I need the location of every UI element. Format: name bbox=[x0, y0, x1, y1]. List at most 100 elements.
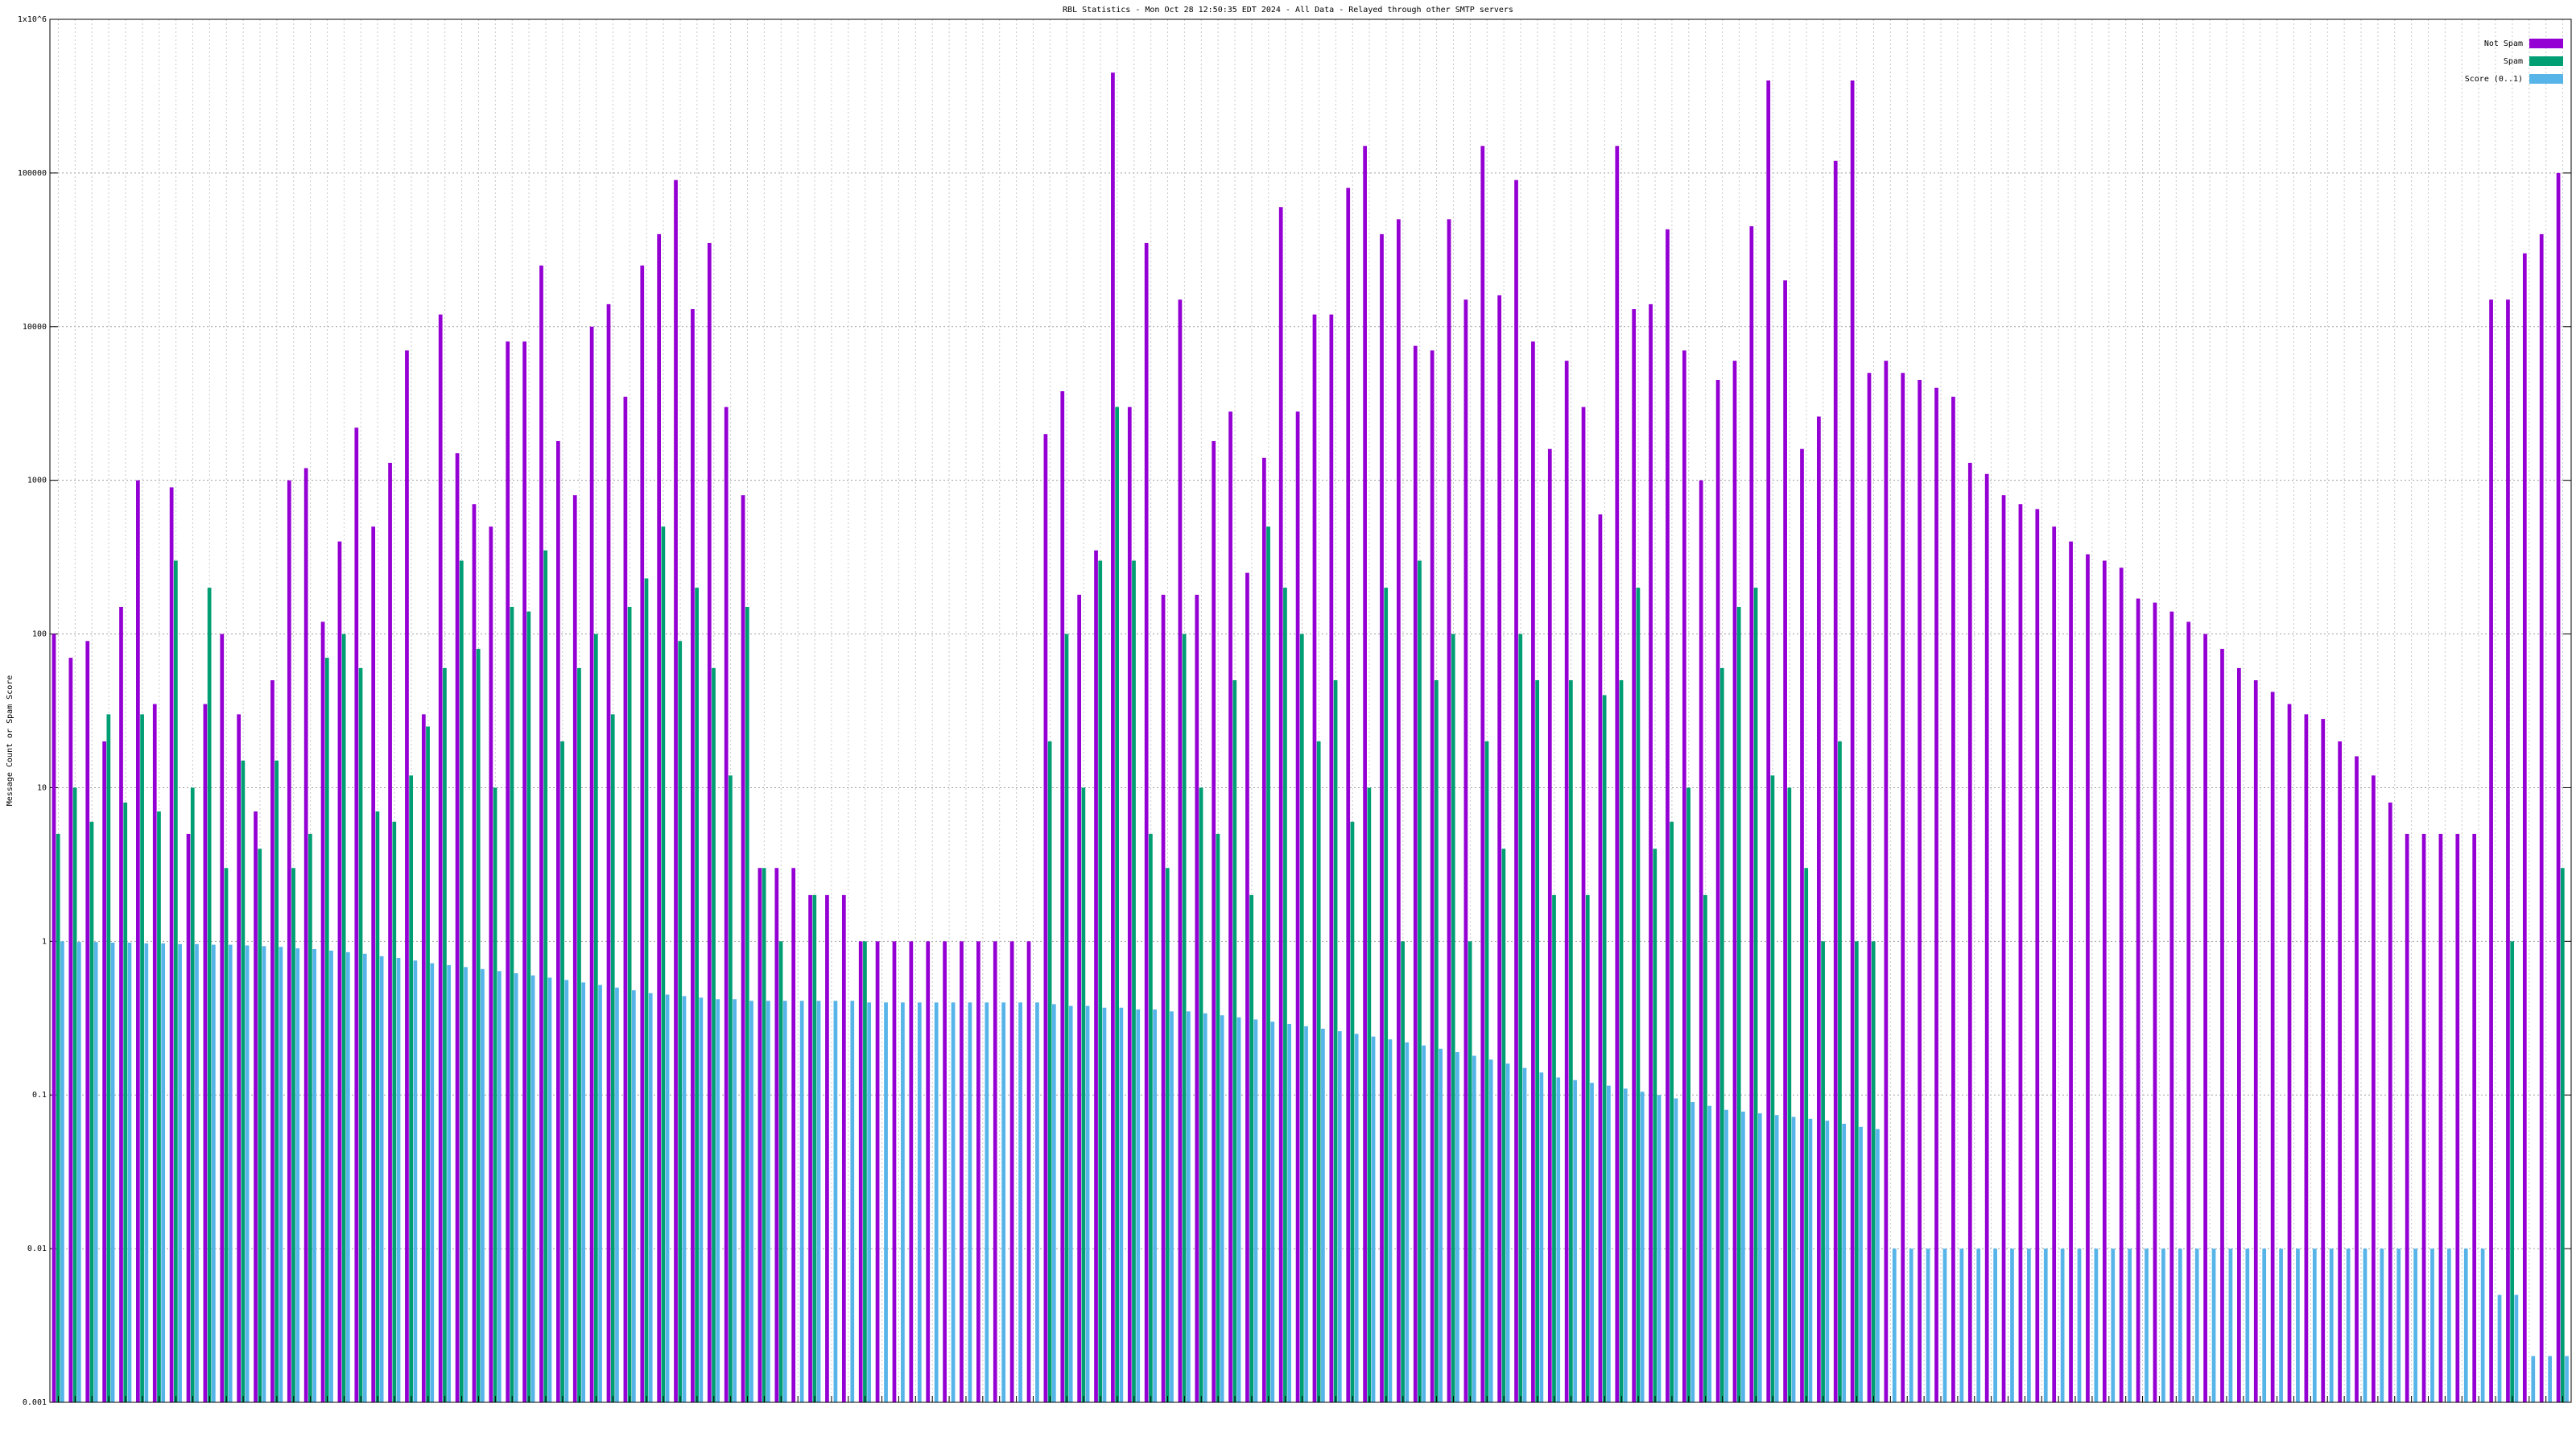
bar bbox=[1439, 1048, 1443, 1402]
bar bbox=[211, 944, 216, 1402]
bar bbox=[1569, 680, 1573, 1402]
bar bbox=[951, 1002, 956, 1402]
bar bbox=[1959, 1249, 1964, 1402]
bar bbox=[1876, 1129, 1880, 1402]
bar bbox=[572, 495, 577, 1402]
bar bbox=[1884, 361, 1889, 1403]
bar bbox=[472, 504, 477, 1402]
bar bbox=[2060, 1249, 2065, 1402]
bar bbox=[1199, 787, 1203, 1402]
bar bbox=[598, 985, 602, 1402]
bar bbox=[593, 634, 598, 1402]
bar bbox=[665, 994, 670, 1402]
bar bbox=[1976, 1249, 1981, 1402]
bar bbox=[56, 833, 60, 1402]
bar bbox=[1434, 680, 1439, 1402]
bar bbox=[405, 350, 409, 1403]
bar bbox=[695, 588, 699, 1402]
bar bbox=[1127, 407, 1132, 1403]
bar bbox=[2102, 560, 2107, 1402]
bar bbox=[89, 821, 94, 1402]
bar bbox=[2253, 680, 2258, 1402]
bar bbox=[1690, 1101, 1695, 1402]
bar bbox=[2035, 509, 2040, 1403]
bar bbox=[161, 943, 166, 1402]
bar bbox=[2539, 233, 2544, 1403]
bar bbox=[1350, 821, 1355, 1402]
bar bbox=[816, 1001, 821, 1402]
bar bbox=[2556, 172, 2561, 1402]
bar bbox=[2312, 1249, 2317, 1402]
bar bbox=[1791, 1117, 1796, 1402]
bar bbox=[2510, 941, 2515, 1402]
bar bbox=[968, 1002, 972, 1402]
bar bbox=[841, 894, 846, 1402]
bar bbox=[1539, 1072, 1544, 1402]
bar bbox=[1043, 434, 1048, 1402]
bar bbox=[324, 658, 329, 1402]
bar bbox=[1867, 373, 1872, 1402]
bar bbox=[1774, 1115, 1779, 1402]
bar bbox=[1636, 588, 1641, 1402]
y-tick-label: 0.001 bbox=[23, 1398, 47, 1407]
bar bbox=[808, 894, 812, 1402]
bar bbox=[716, 999, 720, 1402]
bar bbox=[1170, 1011, 1174, 1402]
bar bbox=[186, 833, 191, 1402]
bar bbox=[1607, 1085, 1611, 1402]
bar bbox=[1674, 1098, 1678, 1402]
bar bbox=[1447, 219, 1451, 1402]
bar bbox=[2396, 1249, 2401, 1402]
bar bbox=[1220, 1015, 1224, 1402]
bar bbox=[1757, 1113, 1762, 1402]
bar bbox=[2136, 598, 2140, 1402]
bar bbox=[1715, 379, 1720, 1403]
bar bbox=[1249, 894, 1254, 1402]
bar bbox=[758, 868, 762, 1402]
bar bbox=[2438, 833, 2443, 1402]
bar bbox=[1253, 1019, 1258, 1402]
bar bbox=[1051, 1004, 1056, 1402]
bar bbox=[1287, 1023, 1292, 1402]
bar bbox=[1165, 868, 1170, 1402]
bar bbox=[560, 741, 564, 1402]
bar bbox=[2506, 299, 2510, 1402]
bar bbox=[678, 641, 683, 1402]
bar bbox=[245, 945, 250, 1402]
bar bbox=[1501, 848, 1506, 1402]
legend-label: Not Spam bbox=[2484, 39, 2523, 48]
bar bbox=[2455, 833, 2460, 1402]
bar bbox=[1144, 242, 1149, 1402]
bar bbox=[1619, 680, 1624, 1402]
bar bbox=[2388, 802, 2392, 1402]
bar bbox=[547, 977, 552, 1402]
legend-label: Score (0..1) bbox=[2465, 75, 2523, 84]
bar bbox=[1299, 634, 1304, 1402]
bar bbox=[1026, 941, 1031, 1402]
bar bbox=[2548, 1356, 2553, 1402]
bar bbox=[1741, 1111, 1745, 1402]
bar bbox=[2296, 1249, 2300, 1402]
bar bbox=[812, 894, 817, 1402]
bar bbox=[303, 468, 308, 1403]
bar bbox=[241, 760, 246, 1402]
bar bbox=[1967, 462, 1972, 1402]
bar bbox=[1871, 941, 1876, 1402]
bar bbox=[2119, 568, 2124, 1402]
bar bbox=[157, 811, 161, 1402]
bar bbox=[358, 667, 363, 1402]
bar bbox=[782, 1001, 787, 1402]
bar bbox=[1397, 219, 1401, 1402]
bar bbox=[258, 848, 262, 1402]
bar bbox=[2405, 833, 2409, 1402]
bar bbox=[867, 1002, 872, 1402]
bar bbox=[1035, 1002, 1039, 1402]
bar bbox=[1178, 299, 1183, 1402]
bar bbox=[631, 990, 636, 1402]
bar bbox=[1686, 787, 1690, 1402]
bar bbox=[606, 303, 611, 1402]
bar bbox=[1371, 1036, 1376, 1402]
bar bbox=[123, 802, 128, 1402]
bar bbox=[443, 667, 447, 1402]
